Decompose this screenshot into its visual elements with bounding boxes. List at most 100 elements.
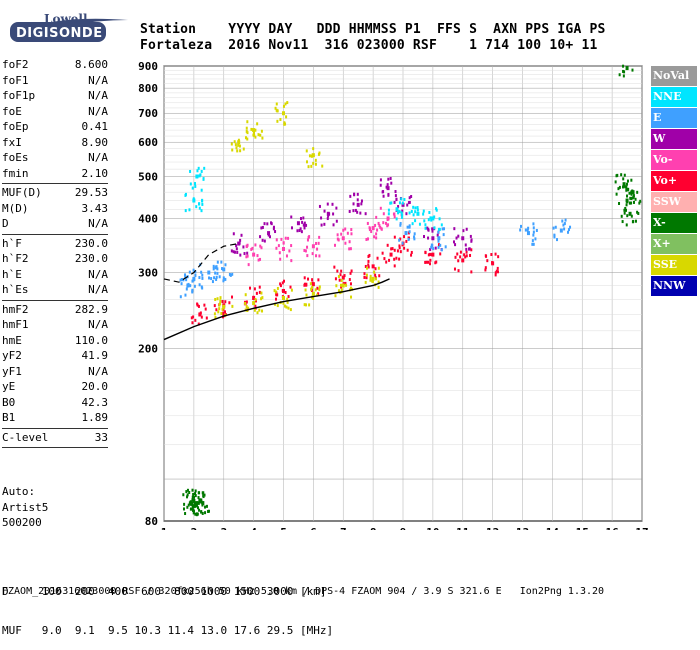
data-point <box>190 507 193 511</box>
data-point <box>303 221 306 225</box>
param-row: h`Es N/A <box>2 283 108 299</box>
data-point <box>196 302 199 306</box>
data-point <box>382 212 385 216</box>
data-point <box>496 266 499 270</box>
data-point <box>367 259 370 263</box>
data-point <box>344 227 347 231</box>
data-point <box>614 180 617 184</box>
data-point <box>494 273 497 277</box>
data-point <box>459 250 462 254</box>
data-point <box>194 318 197 322</box>
data-point <box>336 269 339 273</box>
data-point <box>252 301 256 306</box>
data-point <box>187 503 190 507</box>
data-point <box>379 183 382 187</box>
data-point <box>424 250 427 254</box>
data-point <box>340 269 343 273</box>
x-tick-label: 12 <box>486 526 499 530</box>
data-point <box>407 237 410 241</box>
data-point <box>431 252 435 257</box>
data-point <box>190 502 193 506</box>
data-point <box>276 286 279 290</box>
data-point <box>353 192 356 196</box>
data-point <box>564 218 567 222</box>
data-point <box>497 270 500 274</box>
data-point <box>298 228 301 232</box>
data-point <box>373 235 376 239</box>
data-point <box>282 295 285 300</box>
data-point <box>244 136 247 140</box>
data-point <box>561 219 564 223</box>
param-name: foF1p <box>2 89 36 102</box>
data-point <box>431 229 434 233</box>
param-name: M(D) <box>2 201 29 215</box>
data-point <box>435 208 438 212</box>
param-value: 230.0 <box>74 252 108 265</box>
data-point <box>263 222 266 226</box>
data-point <box>254 243 257 247</box>
data-point <box>389 252 393 257</box>
ionogram-plot: 1234567891011121314151617802003004005006… <box>122 60 652 539</box>
data-point <box>437 243 440 247</box>
param-row: foEp 0.41 <box>2 120 108 136</box>
data-point <box>464 243 467 247</box>
data-point <box>316 247 319 251</box>
data-point <box>559 228 563 233</box>
data-point <box>413 237 416 241</box>
data-point <box>464 255 467 259</box>
data-point <box>630 178 633 182</box>
data-point <box>340 285 343 289</box>
data-point <box>375 215 378 219</box>
data-point <box>431 216 435 221</box>
legend-item: X- <box>651 213 697 233</box>
data-point <box>428 252 431 256</box>
data-point <box>335 284 338 288</box>
data-point <box>429 262 432 266</box>
data-point <box>283 279 286 283</box>
data-point <box>212 264 215 268</box>
data-point <box>387 212 390 216</box>
data-point <box>418 222 421 226</box>
data-point <box>284 236 287 240</box>
data-point <box>305 223 308 227</box>
data-point <box>243 252 246 256</box>
data-point <box>287 295 290 299</box>
data-point <box>220 311 223 315</box>
data-point <box>342 228 345 232</box>
data-point <box>214 271 217 275</box>
data-point <box>304 249 307 253</box>
data-point <box>256 254 259 258</box>
data-point <box>201 511 204 515</box>
param-value: 42.3 <box>81 395 109 409</box>
parameter-panel: foF2 8.600 foF1 N/A foF1p N/A foE N/A foEp 0.41 fx… <box>2 58 108 450</box>
data-point <box>235 244 238 248</box>
legend-item: Vo+ <box>651 171 697 191</box>
data-point <box>258 285 261 289</box>
data-point <box>186 488 189 492</box>
param-name: D <box>2 217 9 230</box>
data-point <box>410 253 413 257</box>
data-point <box>626 179 629 183</box>
param-name: foF1 <box>2 73 29 87</box>
data-point <box>286 297 289 301</box>
param-value: N/A <box>88 73 108 87</box>
data-point <box>186 495 189 499</box>
data-point <box>247 263 250 267</box>
data-point <box>408 230 411 234</box>
logo-swoosh <box>10 18 128 42</box>
data-point <box>629 201 632 205</box>
data-point <box>279 282 282 286</box>
data-point <box>352 209 355 213</box>
data-point <box>337 289 340 293</box>
data-point <box>285 305 288 309</box>
data-point <box>338 278 341 282</box>
data-point <box>433 215 436 219</box>
data-point <box>306 160 309 164</box>
data-point <box>201 202 204 206</box>
data-point <box>303 226 306 230</box>
data-point <box>208 276 211 280</box>
data-point <box>410 250 413 254</box>
param-value: N/A <box>88 283 108 296</box>
param-row: fxI 8.90 <box>2 136 108 152</box>
digisonde-logo: Lowell DIGISONDE <box>8 6 148 48</box>
